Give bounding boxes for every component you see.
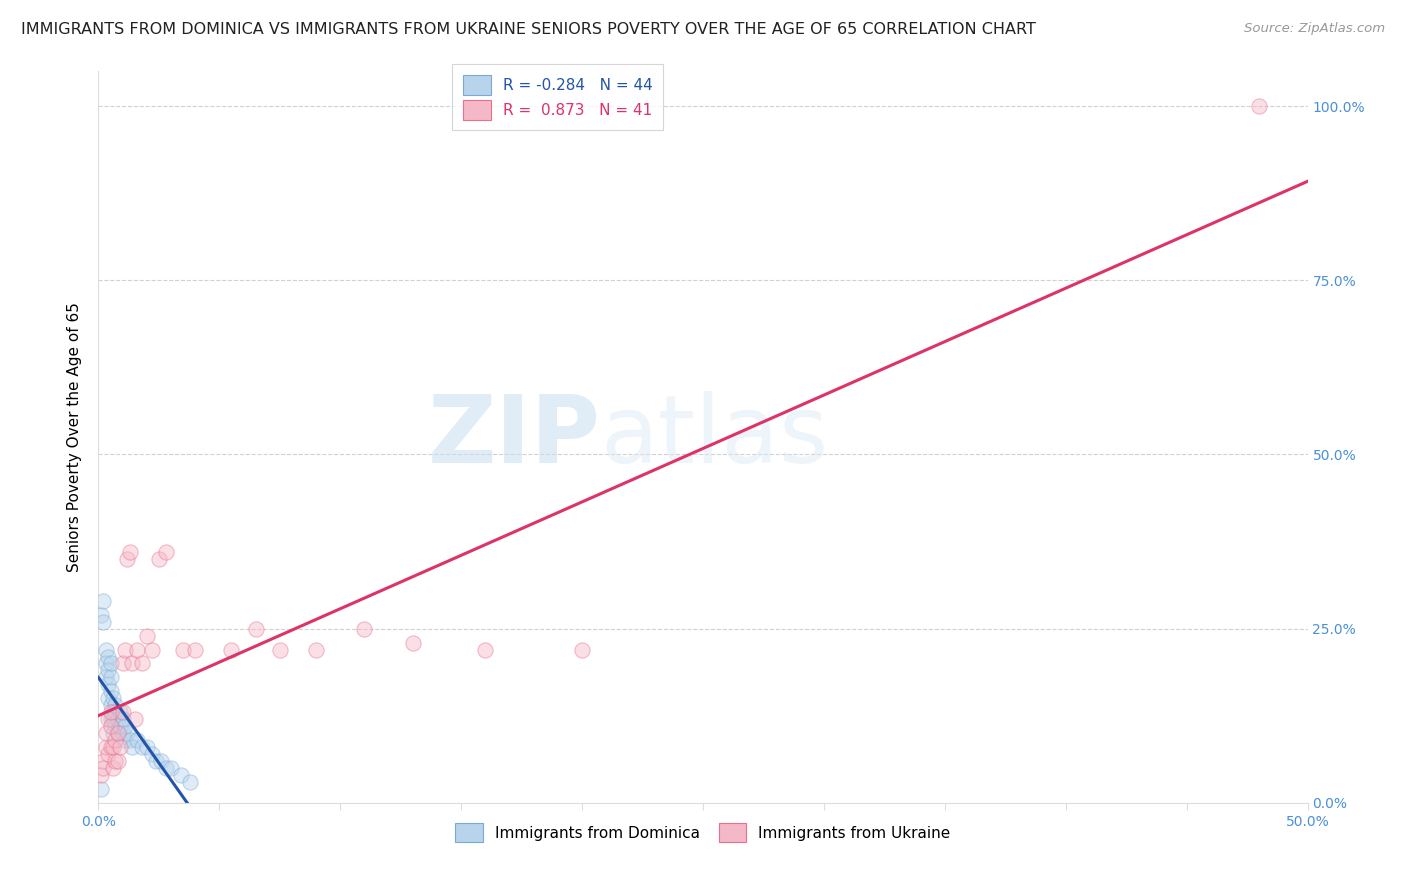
Point <box>269 642 291 657</box>
Point <box>108 719 131 733</box>
Point <box>108 705 131 719</box>
Point <box>97 747 120 761</box>
Text: IMMIGRANTS FROM DOMINICA VS IMMIGRANTS FROM UKRAINE SENIORS POVERTY OVER THE AGE: IMMIGRANTS FROM DOMINICA VS IMMIGRANTS F… <box>21 22 1036 37</box>
Point <box>305 642 328 657</box>
Point <box>127 642 149 657</box>
Point <box>91 615 114 629</box>
Point <box>104 698 127 713</box>
Point <box>91 594 114 608</box>
Point <box>90 607 112 622</box>
Point <box>104 705 127 719</box>
Point <box>100 657 122 671</box>
Point <box>101 705 124 719</box>
Point <box>97 691 120 706</box>
Point <box>474 642 496 657</box>
Point <box>124 712 146 726</box>
Point <box>97 649 120 664</box>
Point <box>160 761 183 775</box>
Text: ZIP: ZIP <box>427 391 600 483</box>
Point <box>107 754 129 768</box>
Point <box>114 642 136 657</box>
Point <box>135 629 157 643</box>
Point <box>402 635 425 649</box>
Point <box>90 781 112 796</box>
Point <box>107 726 129 740</box>
Point <box>101 740 124 755</box>
Point <box>97 712 120 726</box>
Point <box>108 740 131 755</box>
Point <box>107 712 129 726</box>
Point <box>148 552 170 566</box>
Point <box>155 545 177 559</box>
Point <box>114 733 136 747</box>
Point <box>145 754 167 768</box>
Point <box>94 670 117 684</box>
Point <box>101 691 124 706</box>
Point <box>131 740 153 755</box>
Point <box>111 726 134 740</box>
Point <box>101 726 124 740</box>
Point <box>104 733 127 747</box>
Point <box>172 642 194 657</box>
Point <box>111 657 134 671</box>
Point <box>100 698 122 713</box>
Point <box>100 740 122 755</box>
Point <box>100 719 122 733</box>
Point <box>94 642 117 657</box>
Point <box>141 642 163 657</box>
Point <box>94 740 117 755</box>
Text: atlas: atlas <box>600 391 828 483</box>
Point <box>118 733 141 747</box>
Point <box>107 726 129 740</box>
Point <box>111 712 134 726</box>
Point <box>135 740 157 755</box>
Point <box>104 754 127 768</box>
Point <box>179 775 201 789</box>
Point <box>150 754 173 768</box>
Point <box>104 719 127 733</box>
Point <box>1249 99 1271 113</box>
Legend: Immigrants from Dominica, Immigrants from Ukraine: Immigrants from Dominica, Immigrants fro… <box>449 815 957 850</box>
Point <box>245 622 267 636</box>
Point <box>118 545 141 559</box>
Point <box>155 761 177 775</box>
Point <box>97 677 120 691</box>
Point <box>571 642 593 657</box>
Point <box>117 552 139 566</box>
Y-axis label: Seniors Poverty Over the Age of 65: Seniors Poverty Over the Age of 65 <box>67 302 83 572</box>
Point <box>121 657 143 671</box>
Point <box>97 664 120 678</box>
Point <box>141 747 163 761</box>
Point <box>91 754 114 768</box>
Point <box>91 761 114 775</box>
Point <box>100 712 122 726</box>
Point <box>114 719 136 733</box>
Point <box>94 726 117 740</box>
Point <box>184 642 207 657</box>
Point <box>100 705 122 719</box>
Point <box>121 740 143 755</box>
Point <box>221 642 243 657</box>
Point <box>101 712 124 726</box>
Point <box>90 768 112 782</box>
Point <box>100 684 122 698</box>
Point <box>100 670 122 684</box>
Text: Source: ZipAtlas.com: Source: ZipAtlas.com <box>1244 22 1385 36</box>
Point <box>117 726 139 740</box>
Point <box>127 733 149 747</box>
Point <box>169 768 191 782</box>
Point <box>94 657 117 671</box>
Point <box>353 622 375 636</box>
Point <box>101 761 124 775</box>
Point <box>131 657 153 671</box>
Point <box>111 705 134 719</box>
